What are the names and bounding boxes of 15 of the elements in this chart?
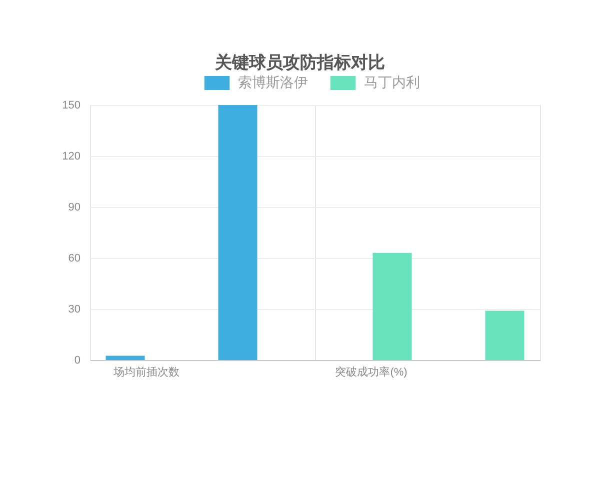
y-tick-label: 0 [74, 354, 80, 366]
bar [372, 252, 412, 360]
x-tick-label: 突破成功率(%) [335, 366, 408, 378]
bar [485, 310, 524, 360]
bar [106, 356, 145, 360]
y-tick-label: 60 [68, 252, 80, 264]
legend-label: 马丁内利 [364, 74, 420, 90]
bar [218, 105, 258, 360]
y-tick-label: 150 [62, 100, 80, 112]
chart-title: 关键球员攻防指标对比 [214, 53, 385, 72]
legend-label: 索博斯洛伊 [238, 74, 308, 90]
x-tick-label: 场均前插次数 [112, 366, 180, 378]
y-tick-label: 30 [68, 304, 80, 316]
y-tick-label: 120 [62, 150, 80, 162]
y-tick-label: 90 [68, 202, 80, 214]
